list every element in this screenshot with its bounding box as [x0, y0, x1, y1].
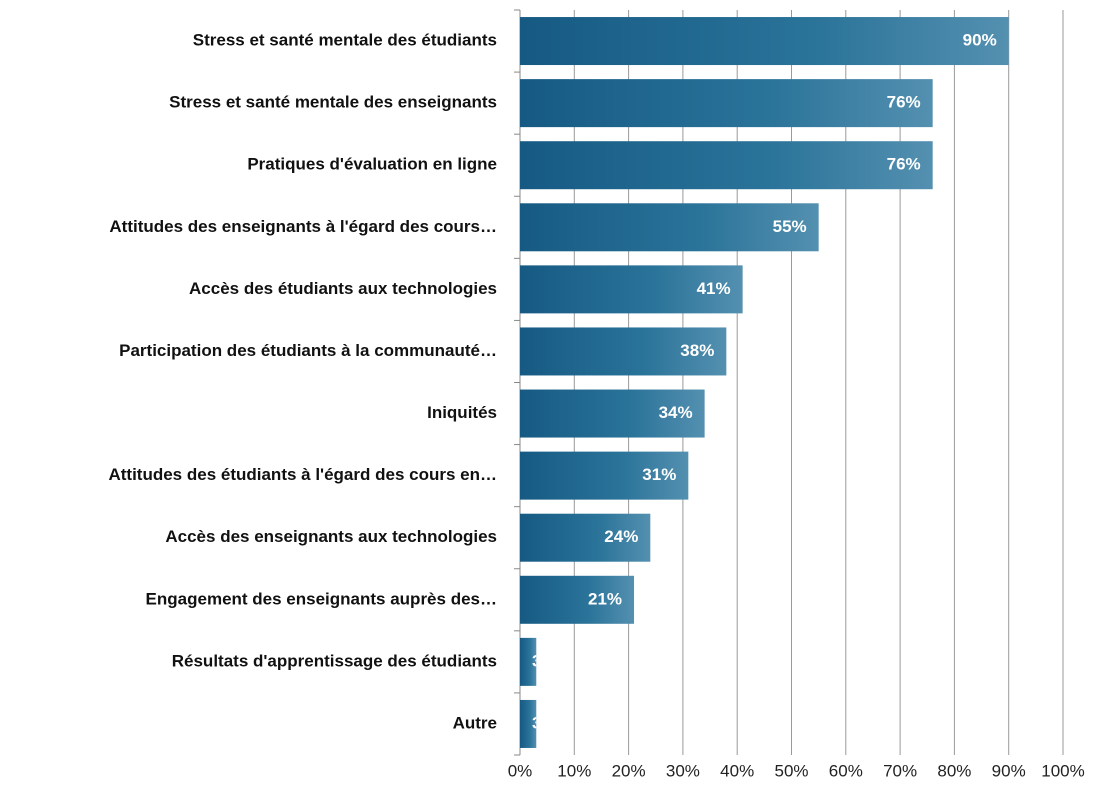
category-label: Accès des étudiants aux technologies — [189, 279, 497, 298]
x-tick-label: 20% — [612, 761, 646, 780]
value-label: 21% — [588, 589, 622, 608]
value-label: 24% — [604, 527, 638, 546]
x-tick-label: 0% — [508, 761, 533, 780]
x-tick-label: 90% — [992, 761, 1026, 780]
bar — [520, 79, 933, 128]
category-label: Stress et santé mentale des étudiants — [193, 31, 497, 50]
category-label: Pratiques d'évaluation en ligne — [247, 155, 497, 174]
category-label: Résultats d'apprentissage des étudiants — [172, 651, 497, 670]
category-label: Attitudes des enseignants à l'égard des … — [109, 217, 497, 236]
category-label: Autre — [453, 713, 497, 732]
x-tick-label: 70% — [883, 761, 917, 780]
bar — [520, 327, 727, 376]
value-label: 3% — [532, 713, 557, 732]
x-tick-label: 100% — [1041, 761, 1084, 780]
value-label: 76% — [887, 93, 921, 112]
value-label: 3% — [532, 651, 557, 670]
category-label: Accès des enseignants aux technologies — [165, 527, 497, 546]
value-label: 90% — [963, 31, 997, 50]
category-label: Stress et santé mentale des enseignants — [169, 93, 497, 112]
bar — [520, 141, 933, 190]
x-tick-label: 10% — [557, 761, 591, 780]
category-label: Participation des étudiants à la communa… — [119, 341, 497, 360]
value-label: 41% — [697, 279, 731, 298]
category-label: Engagement des enseignants auprès des… — [146, 589, 497, 608]
x-tick-label: 30% — [666, 761, 700, 780]
x-tick-label: 80% — [937, 761, 971, 780]
value-label: 55% — [773, 217, 807, 236]
bar — [520, 451, 689, 500]
value-label: 76% — [887, 155, 921, 174]
category-label: Attitudes des étudiants à l'égard des co… — [108, 465, 497, 484]
x-tick-label: 40% — [720, 761, 754, 780]
bar — [520, 513, 651, 562]
bar — [520, 203, 819, 252]
x-tick-label: 50% — [774, 761, 808, 780]
category-label: Iniquités — [427, 403, 497, 422]
bar — [520, 265, 743, 314]
bar — [520, 575, 635, 624]
x-tick-label: 60% — [829, 761, 863, 780]
value-label: 31% — [642, 465, 676, 484]
bar — [520, 637, 537, 686]
value-label: 38% — [680, 341, 714, 360]
bar — [520, 389, 705, 438]
bar — [520, 17, 1009, 66]
bar — [520, 699, 537, 748]
value-label: 34% — [659, 403, 693, 422]
